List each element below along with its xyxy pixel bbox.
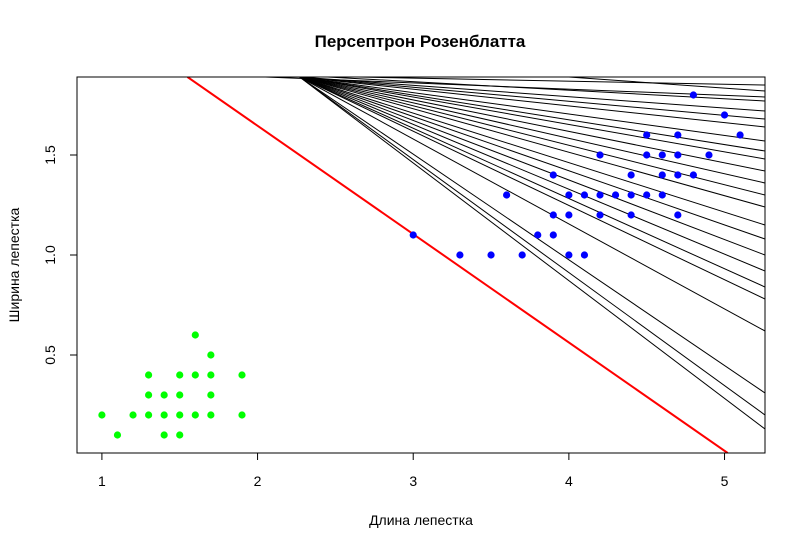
blue-point: [596, 151, 604, 159]
green-point: [238, 411, 246, 419]
iteration-line: [299, 77, 765, 196]
green-point: [160, 411, 168, 419]
iteration-line: [299, 77, 765, 332]
blue-point: [689, 171, 697, 179]
blue-point: [549, 211, 557, 219]
blue-point: [674, 211, 682, 219]
iteration-line: [299, 77, 765, 226]
blue-point: [627, 211, 635, 219]
blue-point: [736, 131, 744, 139]
iteration-line: [299, 77, 765, 172]
blue-point: [456, 251, 464, 259]
data-points: [98, 91, 744, 439]
chart-title: Персептрон Розенблатта: [315, 32, 526, 51]
green-point: [145, 391, 153, 399]
x-axis: 1 2 3 4 5: [98, 452, 729, 489]
green-point: [207, 391, 215, 399]
blue-point: [565, 191, 573, 199]
green-point: [145, 371, 153, 379]
green-point: [160, 431, 168, 439]
y-tick-label: 1.5: [42, 145, 58, 165]
x-axis-label: Длина лепестка: [369, 512, 473, 528]
iteration-line: [299, 77, 765, 184]
green-point: [176, 411, 184, 419]
blue-point: [549, 171, 557, 179]
iteration-line: [299, 77, 765, 394]
iteration-line: [299, 77, 765, 152]
green-point: [191, 331, 199, 339]
blue-point: [409, 231, 417, 239]
blue-point: [534, 231, 542, 239]
iteration-line: [299, 77, 765, 416]
iteration-line: [299, 77, 765, 256]
iteration-line: [299, 77, 765, 208]
blue-point: [674, 151, 682, 159]
x-tick-label: 2: [254, 473, 262, 489]
blue-point: [580, 251, 589, 259]
y-tick-label: 1.0: [42, 245, 58, 265]
green-point: [238, 371, 246, 379]
green-point: [98, 411, 106, 419]
x-tick-label: 3: [409, 473, 417, 489]
blue-point: [643, 151, 651, 159]
green-point: [176, 431, 184, 439]
blue-point: [596, 211, 604, 219]
blue-point: [518, 251, 526, 259]
blue-point: [611, 191, 620, 199]
iteration-line: [568, 77, 765, 92]
x-tick-label: 5: [721, 473, 729, 489]
iteration-line: [299, 77, 765, 160]
iteration-line: [299, 77, 765, 112]
blue-point: [689, 91, 697, 99]
green-point: [191, 411, 199, 419]
blue-point: [580, 191, 589, 199]
blue-point: [720, 111, 729, 119]
green-point: [176, 391, 184, 399]
iteration-line: [299, 77, 765, 288]
iteration-line: [299, 77, 765, 240]
blue-point: [503, 191, 511, 199]
iteration-line: [299, 77, 765, 300]
blue-point: [658, 151, 666, 159]
blue-point: [658, 171, 666, 179]
blue-point: [596, 191, 604, 199]
blue-point: [643, 131, 651, 139]
green-point: [129, 411, 137, 419]
green-point: [176, 371, 184, 379]
blue-point: [705, 151, 713, 159]
iteration-line: [299, 77, 765, 120]
green-point: [191, 371, 199, 379]
green-point: [145, 411, 153, 419]
green-point: [207, 411, 215, 419]
y-axis-label: Ширина лепестка: [6, 207, 22, 322]
iteration-line: [299, 77, 765, 128]
x-tick-label: 4: [565, 473, 573, 489]
blue-point: [565, 211, 573, 219]
blue-point: [658, 191, 666, 199]
blue-point: [627, 171, 635, 179]
blue-point: [674, 171, 682, 179]
perceptron-lines: [186, 77, 765, 453]
green-point: [207, 351, 215, 359]
iteration-line: [358, 77, 765, 86]
blue-point: [674, 131, 682, 139]
blue-point: [643, 191, 651, 199]
final-boundary-line: [186, 77, 729, 453]
x-tick-label: 1: [98, 473, 106, 489]
green-point: [207, 371, 215, 379]
green-point: [160, 391, 168, 399]
iteration-line: [299, 77, 765, 142]
iteration-line: [299, 77, 765, 272]
green-point: [113, 431, 122, 439]
blue-point: [627, 191, 635, 199]
y-tick-label: 0.5: [42, 345, 58, 365]
blue-point: [549, 231, 557, 239]
iteration-line: [299, 77, 765, 430]
blue-point: [565, 251, 573, 259]
blue-point: [487, 251, 495, 259]
y-axis: 0.5 1.0 1.5: [42, 145, 78, 365]
